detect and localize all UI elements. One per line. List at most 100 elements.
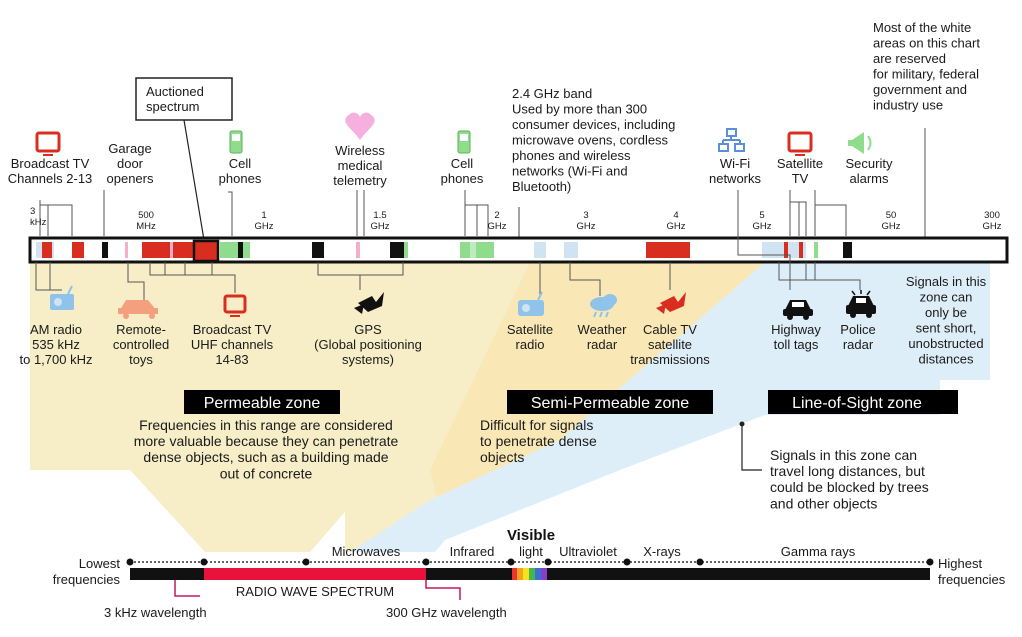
auctioned-pointer-line	[183, 119, 205, 241]
auctioned-spectrum-label: Auctioned spectrum	[146, 84, 204, 114]
visible-violet	[541, 568, 547, 580]
tv-icon	[35, 131, 61, 156]
semi-permeable-zone-area	[430, 262, 765, 512]
cloud-icon	[590, 294, 617, 318]
band-sat-radio	[534, 242, 546, 258]
spectrum-dots	[126, 558, 934, 566]
heart-icon	[345, 112, 375, 140]
tv-icon	[223, 294, 247, 317]
satellite-icon	[354, 292, 384, 314]
police-car-icon	[846, 290, 876, 318]
tick-label: 300 GHz	[983, 210, 1002, 232]
visible-yellow	[523, 568, 529, 580]
long-distance-callout: Signals in this zone can travel long dist…	[770, 447, 929, 511]
semi-zone-title: Semi-Permeable zone	[531, 395, 689, 412]
band-cable-tv	[646, 242, 690, 258]
band-cell-2b	[470, 242, 476, 258]
wl-low-bracket	[174, 580, 200, 597]
visible-green	[529, 568, 535, 580]
bottom-label-gps: GPS (Global positioning systems)	[314, 322, 422, 367]
highest-frequencies-label: Highest frequencies	[938, 556, 1006, 587]
band-alarms	[814, 242, 818, 258]
full-spectrum-bar	[126, 558, 934, 600]
top-label-cell-phones-1: Cell phones	[219, 156, 262, 186]
permeable-zone-title-bg	[184, 390, 340, 414]
visible-red	[512, 568, 517, 580]
wl-low-label: 3 kHz wavelength	[104, 605, 207, 620]
bottom-label-highway-toll: Highway toll tags	[771, 322, 821, 352]
car-icon	[783, 300, 813, 320]
tick-label: 1 GHz	[255, 210, 274, 232]
auctioned-callout-box	[135, 77, 233, 121]
white-areas-callout: Most of the white areas on this chart are …	[873, 20, 980, 113]
visible-blue	[535, 568, 541, 580]
top-connectors	[39, 190, 847, 236]
top-label-cell-phones-2: Cell phones	[441, 156, 484, 186]
top-label-garage-door: Garage door openers	[107, 141, 154, 186]
bottom-label-broadcast-uhf: Broadcast TV UHF channels 14-83	[191, 322, 274, 367]
band-label-gamma: Gamma rays	[781, 544, 856, 559]
radio-wave-segment	[204, 568, 426, 580]
visible-orange	[517, 568, 523, 580]
semi-zone-title-bg	[507, 390, 713, 414]
band-label-microwaves: Microwaves	[332, 544, 401, 559]
bottom-label-police-radar: Police radar	[840, 322, 875, 352]
permeable-zone-desc: Frequencies in this range are considered…	[134, 417, 399, 481]
tick-label: 2 GHz	[488, 210, 507, 232]
tick-label: 4 GHz	[667, 210, 686, 232]
toy-car-icon	[118, 300, 158, 319]
long-distance-pointer	[741, 424, 762, 471]
los-zone-title: Line-of-Sight zone	[792, 395, 922, 412]
band-toys	[125, 242, 128, 258]
top-label-wifi-networks: Wi-Fi networks	[709, 156, 762, 186]
bottom-label-remote-toys: Remote-controlled toys	[113, 322, 169, 367]
radio-icon	[518, 291, 544, 316]
band-telemetry-1	[170, 242, 173, 258]
band-24-callout: 2.4 GHz band Used by more than 300 consume…	[512, 86, 675, 194]
wl-high-label: 300 GHz wavelength	[386, 605, 507, 620]
band-auctioned	[192, 239, 220, 263]
permeable-zone-title: Permeable zone	[204, 395, 321, 412]
band-tv-2-6	[42, 242, 52, 258]
band-label-visible: Visible	[507, 527, 555, 544]
bottom-connectors	[35, 236, 861, 300]
band-radar	[843, 242, 852, 258]
band-weather	[564, 242, 578, 258]
band-label-infrared: Infrared	[450, 544, 495, 559]
band-green-2	[404, 242, 408, 258]
auctioned-spectrum-callout: Auctioned spectrum	[135, 77, 233, 241]
tick-label: 3 GHz	[577, 210, 596, 232]
band-tv-7-13	[72, 242, 84, 258]
cell-phone-icon	[229, 130, 243, 154]
band-sat-tv-1	[784, 242, 788, 258]
cell-phone-icon	[457, 130, 471, 154]
radio-icon	[50, 285, 74, 310]
band-cell-1	[220, 242, 250, 258]
satellite-icon	[656, 292, 686, 314]
lowest-frequencies-label: Lowest frequencies	[53, 556, 121, 587]
band-label-light: light	[519, 544, 543, 559]
band-black-1	[238, 242, 243, 258]
tick-label: 3 kHz	[30, 206, 47, 228]
wl-high-bracket	[425, 580, 461, 600]
megaphone-icon	[848, 132, 872, 154]
band-telemetry-2	[356, 242, 360, 258]
band-sat-tv-2	[799, 242, 803, 258]
radio-wave-spectrum-label: RADIO WAVE SPECTRUM	[236, 584, 394, 599]
bottom-label-am-radio: AM radio 535 kHz to 1,700 kHz	[20, 322, 93, 367]
short-zone-callout: Signals in this zone can only be sent short…	[906, 274, 987, 367]
bottom-label-weather-radar: Weather radar	[578, 322, 628, 352]
band-gps-1	[312, 242, 324, 258]
top-label-wireless-medical: Wireless medical telemetry	[333, 143, 387, 188]
tick-label: 1.5 GHz	[371, 210, 390, 232]
top-label-satellite-tv: Satellite TV	[777, 156, 823, 186]
tv-icon	[787, 131, 813, 156]
top-label-broadcast-tv-2-13: Broadcast TV Channels 2-13	[8, 156, 93, 186]
semi-zone-desc: Difficult for signals to penetrate dense o…	[480, 417, 597, 465]
band-garage	[102, 242, 108, 258]
band-label-xrays: X-rays	[643, 544, 681, 559]
bottom-label-cable-tv: Cable TV satellite transmissions	[630, 322, 710, 367]
network-icon	[718, 128, 745, 152]
